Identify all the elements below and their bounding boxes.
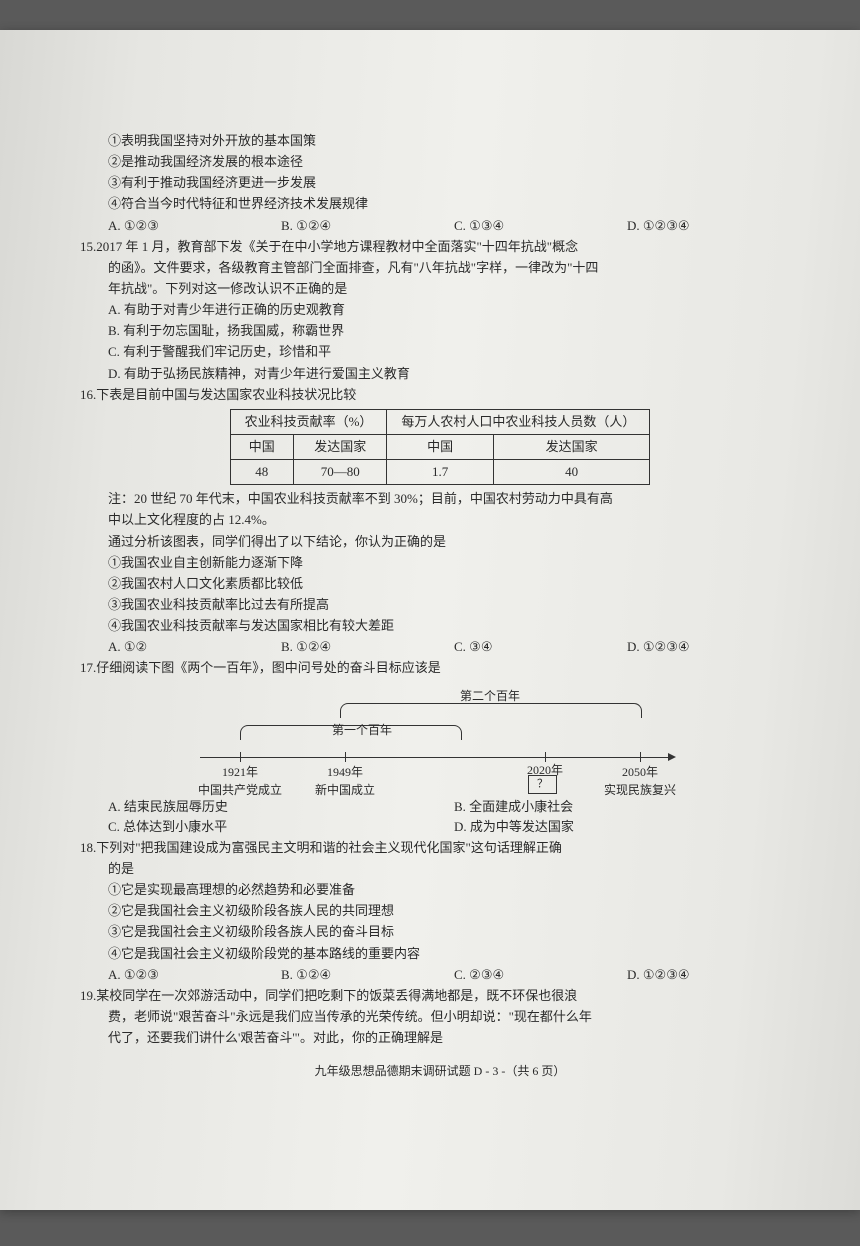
q17-opt-d: D. 成为中等发达国家 xyxy=(454,817,800,837)
q18-options: A. ①②③ B. ①②④ C. ②③④ D. ①②③④ xyxy=(80,965,800,985)
tbl-cn1: 中国 xyxy=(230,434,293,459)
q15-opt-d: D. 有助于弘扬民族精神，对青少年进行爱国主义教育 xyxy=(80,364,800,384)
q15-stem3: 年抗战"。下列对这一修改认识不正确的是 xyxy=(80,279,800,299)
q16-note2: 中以上文化程度的占 12.4%。 xyxy=(80,510,800,530)
q16-s4: ④我国农业科技贡献率与发达国家相比有较大差距 xyxy=(80,616,800,636)
q14-stmt-2: ②是推动我国经济发展的根本途径 xyxy=(80,152,800,172)
q18-s3: ③它是我国社会主义初级阶段各族人民的奋斗目标 xyxy=(80,922,800,942)
q19-line1: 19.某校同学在一次郊游活动中，同学们把吃剩下的饭菜丢得满地都是，既不环保也很浪 xyxy=(80,986,800,1006)
q18-num: 18. xyxy=(80,840,96,855)
q18-stem2: 的是 xyxy=(80,859,800,879)
q17-opts-row1: A. 结束民族屈辱历史 B. 全面建成小康社会 xyxy=(80,797,800,817)
tick-2050 xyxy=(640,752,641,762)
q19-stem3: 代了，还要我们讲什么'艰苦奋斗'"。对此，你的正确理解是 xyxy=(80,1028,800,1048)
q17-opt-c: C. 总体达到小康水平 xyxy=(108,817,454,837)
q19-stem1: 某校同学在一次郊游活动中，同学们把吃剩下的饭菜丢得满地都是，既不环保也很浪 xyxy=(96,988,577,1003)
lbl-1921: 1921年中国共产党成立 xyxy=(198,763,282,800)
q14-stmt-1: ①表明我国坚持对外开放的基本国策 xyxy=(80,131,800,151)
q17-stem: 仔细阅读下图《两个一百年》，图中问号处的奋斗目标应该是 xyxy=(96,660,441,675)
tbl-cn2: 中国 xyxy=(387,434,493,459)
q14-opt-b: B. ①②④ xyxy=(281,216,454,236)
q15-line1: 15.2017 年 1 月，教育部下发《关于在中小学地方课程教材中全面落实"十四… xyxy=(80,237,800,257)
tbl-v2: 70—80 xyxy=(293,460,386,485)
q14-stmt-4: ④符合当今时代特征和世界经济技术发展规律 xyxy=(80,194,800,214)
tick-1949 xyxy=(345,752,346,762)
q19-num: 19. xyxy=(80,988,96,1003)
brace2-label: 第二个百年 xyxy=(460,687,520,706)
timeline-arrow-icon xyxy=(668,753,676,761)
question-mark-box: ？ xyxy=(528,775,557,794)
q16-opt-b: B. ①②④ xyxy=(281,637,454,657)
tbl-dev2: 发达国家 xyxy=(493,434,650,459)
tbl-v3: 1.7 xyxy=(387,460,493,485)
q18-stem1: 下列对"把我国建设成为富强民主文明和谐的社会主义现代化国家"这句话理解正确 xyxy=(96,840,562,855)
q14-opt-a: A. ①②③ xyxy=(108,216,281,236)
timeline-axis xyxy=(200,757,670,758)
q15-num: 15. xyxy=(80,239,96,254)
q16-s2: ②我国农村人口文化素质都比较低 xyxy=(80,574,800,594)
q14-opt-d: D. ①②③④ xyxy=(627,216,800,236)
page-footer: 九年级思想品德期末调研试题 D - 3 -（共 6 页） xyxy=(80,1062,800,1081)
q18-opt-a: A. ①②③ xyxy=(108,965,281,985)
q14-stmt-3: ③有利于推动我国经济更进一步发展 xyxy=(80,173,800,193)
q17-opts-row2: C. 总体达到小康水平 D. 成为中等发达国家 xyxy=(80,817,800,837)
tbl-h1: 农业科技贡献率（%） xyxy=(230,409,387,434)
q14-options: A. ①②③ B. ①②④ C. ①③④ D. ①②③④ xyxy=(80,216,800,236)
q18-s2: ②它是我国社会主义初级阶段各族人民的共同理想 xyxy=(80,901,800,921)
q16-options: A. ①② B. ①②④ C. ③④ D. ①②③④ xyxy=(80,637,800,657)
q17-num: 17. xyxy=(80,660,96,675)
brace1-label: 第一个百年 xyxy=(330,721,394,740)
q16-s1: ①我国农业自主创新能力逐渐下降 xyxy=(80,553,800,573)
q16-table: 农业科技贡献率（%） 每万人农村人口中农业科技人员数（人） 中国 发达国家 中国… xyxy=(230,409,651,485)
lbl-1949: 1949年新中国成立 xyxy=(315,763,375,800)
q18-line1: 18.下列对"把我国建设成为富强民主文明和谐的社会主义现代化国家"这句话理解正确 xyxy=(80,838,800,858)
q18-opt-b: B. ①②④ xyxy=(281,965,454,985)
q16-s3: ③我国农业科技贡献率比过去有所提高 xyxy=(80,595,800,615)
q17-line1: 17.仔细阅读下图《两个一百年》，图中问号处的奋斗目标应该是 xyxy=(80,658,800,678)
q14-opt-c: C. ①③④ xyxy=(454,216,627,236)
lbl-2050: 2050年实现民族复兴 xyxy=(604,763,676,800)
tbl-v4: 40 xyxy=(493,460,650,485)
q16-opt-d: D. ①②③④ xyxy=(627,637,800,657)
q18-opt-c: C. ②③④ xyxy=(454,965,627,985)
q16-note1: 注：20 世纪 70 年代末，中国农业科技贡献率不到 30%；目前，中国农村劳动… xyxy=(80,489,800,509)
q18-s4: ④它是我国社会主义初级阶段党的基本路线的重要内容 xyxy=(80,944,800,964)
q16-num: 16. xyxy=(80,387,96,402)
q18-s1: ①它是实现最高理想的必然趋势和必要准备 xyxy=(80,880,800,900)
q16-opt-a: A. ①② xyxy=(108,637,281,657)
tick-1921 xyxy=(240,752,241,762)
q15-stem1: 2017 年 1 月，教育部下发《关于在中小学地方课程教材中全面落实"十四年抗战… xyxy=(96,239,578,254)
q15-opt-c: C. 有利于警醒我们牢记历史，珍惜和平 xyxy=(80,342,800,362)
tbl-v1: 48 xyxy=(230,460,293,485)
q16-line1: 16.下表是目前中国与发达国家农业科技状况比较 xyxy=(80,385,800,405)
q17-timeline: 第二个百年 第一个百年 1921年中国共产党成立 1949年新中国成立 2020… xyxy=(200,685,680,795)
tbl-dev1: 发达国家 xyxy=(293,434,386,459)
q16-ask: 通过分析该图表，同学们得出了以下结论，你认为正确的是 xyxy=(80,532,800,552)
tbl-h2: 每万人农村人口中农业科技人员数（人） xyxy=(387,409,650,434)
q15-opt-b: B. 有利于勿忘国耻，扬我国威，称霸世界 xyxy=(80,321,800,341)
q16-stem: 下表是目前中国与发达国家农业科技状况比较 xyxy=(96,387,356,402)
exam-page: ①表明我国坚持对外开放的基本国策 ②是推动我国经济发展的根本途径 ③有利于推动我… xyxy=(0,30,860,1210)
q15-stem2: 的函》。文件要求，各级教育主管部门全面排查，凡有"八年抗战"字样，一律改为"十四 xyxy=(80,258,800,278)
q18-opt-d: D. ①②③④ xyxy=(627,965,800,985)
q16-opt-c: C. ③④ xyxy=(454,637,627,657)
q15-opt-a: A. 有助于对青少年进行正确的历史观教育 xyxy=(80,300,800,320)
q19-stem2: 费，老师说"艰苦奋斗"永远是我们应当传承的光荣传统。但小明却说："现在都什么年 xyxy=(80,1007,800,1027)
